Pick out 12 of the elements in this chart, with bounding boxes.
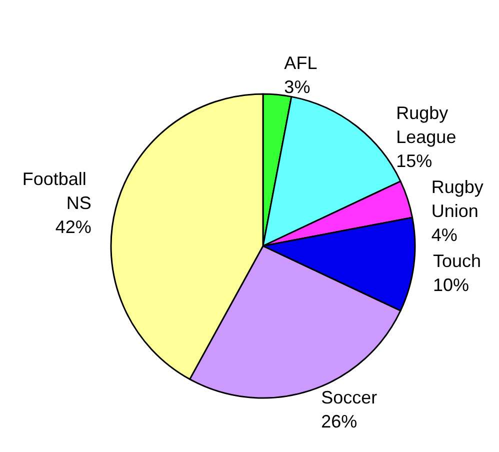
data-label: 26% xyxy=(321,412,358,432)
data-label: 10% xyxy=(432,274,469,295)
slice-label: Rugby League xyxy=(396,102,456,147)
data-label: 3% xyxy=(284,76,310,97)
slice-label: Rugby Union xyxy=(431,176,488,221)
slice-label: Touch xyxy=(432,250,481,271)
slice-label: Soccer xyxy=(321,388,378,408)
data-label: 42% xyxy=(55,217,92,238)
data-label: 4% xyxy=(431,224,458,245)
data-label: 15% xyxy=(396,150,432,171)
slice-label: Football NS xyxy=(22,169,92,214)
slice-label: AFL xyxy=(284,52,318,73)
